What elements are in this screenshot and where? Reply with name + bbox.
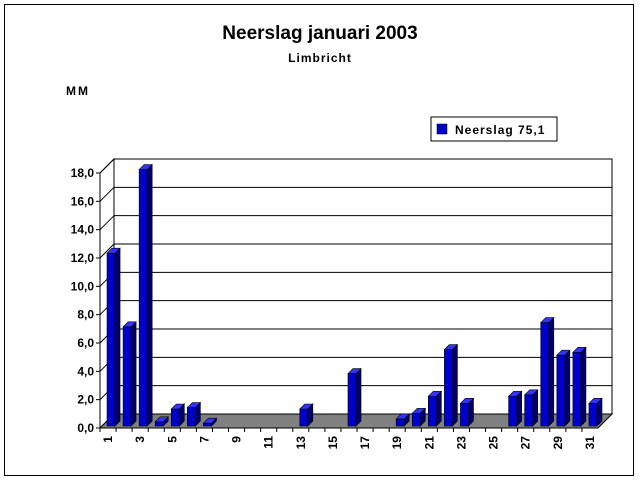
- x-tick-label: 19: [390, 436, 404, 450]
- bar-top: [572, 347, 587, 353]
- bar-top: [395, 413, 410, 420]
- bar: [347, 373, 357, 427]
- bar-top: [427, 390, 443, 397]
- y-tick-label: 18,0: [71, 166, 95, 180]
- bar: [540, 322, 550, 427]
- back-wall: [113, 158, 613, 415]
- legend-box: [430, 116, 558, 142]
- bar-top: [588, 398, 603, 404]
- bar: [138, 169, 148, 427]
- bar: [460, 403, 469, 427]
- bar: [556, 354, 566, 427]
- bar-top: [138, 164, 153, 170]
- x-tick-label: 27: [519, 436, 533, 450]
- bar-side: [114, 247, 121, 427]
- bar-top: [347, 368, 362, 374]
- bar-top: [556, 349, 571, 356]
- x-tick-label: 15: [326, 436, 340, 450]
- bar-top: [154, 416, 169, 423]
- chart-subtitle: Limbricht: [288, 51, 352, 65]
- x-tick-label: 25: [487, 436, 501, 450]
- x-tick-label: 17: [358, 436, 372, 450]
- x-tick-label: 9: [230, 436, 244, 443]
- bar: [122, 326, 132, 427]
- gridline-side: [99, 215, 115, 231]
- bar: [203, 422, 212, 427]
- legend-swatch: [436, 123, 448, 135]
- y-tick-label: 4,0: [77, 364, 94, 378]
- legend-label: Neerslag 75,1: [455, 123, 545, 137]
- bar-top: [186, 402, 202, 408]
- chart-title: Neerslag januari 2003: [222, 23, 417, 44]
- bar-top: [122, 321, 137, 328]
- bar-top: [170, 403, 186, 410]
- y-tick-label: 14,0: [71, 223, 95, 237]
- legend: Neerslag 75,1: [430, 116, 558, 142]
- bar-top: [443, 344, 459, 350]
- bar: [588, 403, 598, 427]
- bar-side: [580, 346, 587, 427]
- bar-top: [507, 390, 523, 397]
- gridline-side: [99, 158, 115, 174]
- bar: [428, 395, 437, 427]
- bar-top: [299, 403, 314, 410]
- bar: [524, 394, 534, 427]
- bar: [444, 349, 453, 427]
- bar-top: [523, 389, 539, 396]
- bar: [154, 421, 164, 427]
- bar-side: [548, 316, 555, 427]
- x-tick-label: 5: [165, 436, 179, 443]
- y-axis-unit-label: MM: [66, 84, 90, 98]
- x-tick-label: 3: [133, 436, 147, 443]
- bar-side: [146, 163, 153, 427]
- x-tick-label: 13: [294, 436, 308, 450]
- bar-side: [532, 389, 539, 427]
- bar: [187, 407, 196, 427]
- x-tick-label: 21: [422, 436, 436, 450]
- y-tick-label: 12,0: [71, 251, 95, 265]
- x-tick-label: 7: [197, 436, 211, 443]
- y-tick-label: 10,0: [71, 279, 95, 293]
- bar-top: [202, 417, 218, 424]
- gridline-side: [99, 243, 115, 259]
- y-tick-label: 16,0: [71, 194, 95, 208]
- y-tick-label: 0,0: [77, 421, 94, 435]
- bar: [106, 252, 116, 427]
- gridline-side: [99, 186, 115, 202]
- bar-side: [436, 390, 442, 427]
- bar-top: [106, 247, 121, 254]
- bar-top: [459, 398, 475, 404]
- bar: [411, 412, 421, 427]
- bar-side: [355, 367, 362, 427]
- bar: [395, 418, 405, 427]
- x-tick-label: 29: [551, 436, 565, 450]
- bar: [508, 395, 517, 427]
- bar: [170, 408, 180, 427]
- x-tick-label: 1: [101, 436, 115, 443]
- bar-side: [452, 343, 458, 427]
- bar: [299, 408, 309, 427]
- bar: [572, 352, 582, 427]
- bar-top: [411, 407, 426, 414]
- y-tick-label: 6,0: [77, 336, 94, 350]
- x-tick-label: 31: [583, 436, 597, 450]
- y-tick-label: 8,0: [77, 308, 94, 322]
- bar-side: [130, 321, 137, 427]
- x-tick-label: 23: [454, 436, 468, 450]
- x-tick-label: 11: [262, 436, 276, 449]
- bar-top: [540, 317, 555, 323]
- bar-side: [564, 349, 571, 427]
- y-tick-label: 2,0: [77, 393, 94, 407]
- bar-side: [516, 390, 522, 427]
- plot-area: 0,02,04,06,08,010,012,014,016,018,01 3 5 7 9…: [71, 157, 614, 450]
